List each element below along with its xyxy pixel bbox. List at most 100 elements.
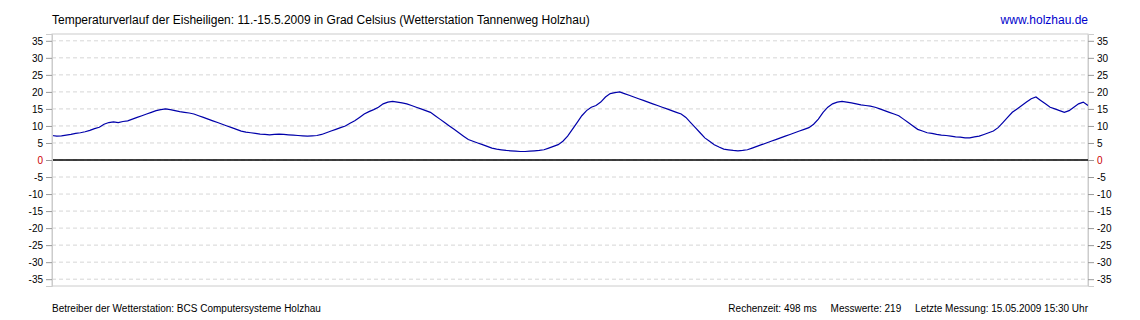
- tick-label: -35: [1097, 274, 1112, 285]
- tick-label: 0: [37, 155, 43, 166]
- tick: -10: [29, 189, 52, 200]
- tick-label: -25: [29, 240, 44, 251]
- tick-mark: [46, 177, 52, 178]
- tick: -10: [1088, 189, 1112, 200]
- tick: -20: [29, 223, 52, 234]
- tick-label: 25: [1097, 70, 1109, 81]
- tick: 30: [32, 53, 52, 64]
- tick-mark: [1088, 92, 1094, 93]
- tick: -35: [1088, 274, 1112, 285]
- tick-mark: [46, 245, 52, 246]
- plot-area: -35 -30 -25 -20 -15 -10 -5 0 5 10 15 20 25 30 35 -35 -30…: [29, 34, 1112, 287]
- right-axis-domain: [1089, 35, 1095, 287]
- tick-mark: [1088, 194, 1094, 195]
- marks: [52, 92, 1088, 160]
- grid-line: [52, 74, 1088, 75]
- tick: -30: [29, 257, 52, 268]
- tick: -35: [29, 274, 52, 285]
- tick-mark: [46, 92, 52, 93]
- grid-line: [52, 194, 1088, 195]
- tick-mark: [46, 228, 52, 229]
- tick: -5: [34, 172, 52, 183]
- tick: 25: [32, 70, 52, 81]
- tick: 5: [1088, 138, 1103, 149]
- tick-mark: [46, 262, 52, 263]
- tick-mark: [1088, 279, 1094, 280]
- tick: -25: [29, 240, 52, 251]
- tick-mark: [1088, 126, 1094, 127]
- grid-line: [52, 142, 1088, 143]
- grid-line: [52, 245, 1088, 246]
- tick: 10: [32, 121, 52, 132]
- tick: 0: [1088, 155, 1103, 166]
- tick-label: 10: [1097, 121, 1109, 132]
- grid-line: [52, 57, 1088, 58]
- grid: [52, 41, 1088, 279]
- tick-mark: [46, 109, 52, 110]
- tick-mark: [1088, 41, 1094, 42]
- tick: 20: [1088, 87, 1109, 98]
- tick: 10: [1088, 121, 1109, 132]
- tick-label: -15: [29, 206, 44, 217]
- tick-label: 35: [1097, 36, 1109, 47]
- grid-line: [52, 228, 1088, 229]
- tick-mark: [46, 194, 52, 195]
- tick-mark: [46, 41, 52, 42]
- title: Temperaturverlauf der Eisheiligen: 11.-1…: [52, 13, 590, 27]
- tick-mark: [1088, 160, 1094, 161]
- tick: 15: [32, 104, 52, 115]
- plot-frame: [52, 34, 1088, 286]
- tick-label: 15: [32, 104, 44, 115]
- tick-mark: [1088, 245, 1094, 246]
- tick-label: -10: [29, 189, 44, 200]
- url-text: www.holzhau.de: [1000, 13, 1089, 27]
- grid-line: [52, 125, 1088, 126]
- tick: -5: [1088, 172, 1106, 183]
- right-axis: -35 -30 -25 -20 -15 -10 -5 0 5 10 15 20 25 30 35: [1088, 35, 1112, 287]
- grid-line: [52, 40, 1088, 41]
- tick: -20: [1088, 223, 1112, 234]
- grid-line: [52, 279, 1088, 280]
- tick: -25: [1088, 240, 1112, 251]
- chart: -35 -30 -25 -20 -15 -10 -5 0 5 10 15 20 25 30 35 -35 -30…: [0, 0, 1140, 320]
- tick: 25: [1088, 70, 1109, 81]
- tick-label: -10: [1097, 189, 1112, 200]
- tick-label: 0: [1097, 155, 1103, 166]
- tick-label: 20: [32, 87, 44, 98]
- tick-mark: [1088, 262, 1094, 263]
- zero-line: [52, 159, 1088, 161]
- tick-label: 10: [32, 121, 44, 132]
- tick: 30: [1088, 53, 1109, 64]
- tick-label: -20: [1097, 223, 1112, 234]
- tick-label: 5: [1097, 138, 1103, 149]
- tick-label: -15: [1097, 206, 1112, 217]
- tick-label: 35: [32, 36, 44, 47]
- tick: -30: [1088, 257, 1112, 268]
- tick: 5: [37, 138, 52, 149]
- tick-label: -5: [1097, 172, 1106, 183]
- tick-mark: [46, 126, 52, 127]
- tick-mark: [46, 279, 52, 280]
- tick: 15: [1088, 104, 1109, 115]
- grid-line: [52, 262, 1088, 263]
- tick-label: 30: [32, 53, 44, 64]
- tick-label: -30: [1097, 257, 1112, 268]
- tick-label: -20: [29, 223, 44, 234]
- tick-label: 5: [37, 138, 43, 149]
- tick-label: -30: [29, 257, 44, 268]
- tick: -15: [29, 206, 52, 217]
- tick-mark: [46, 160, 52, 161]
- tick: 35: [32, 36, 52, 47]
- tick-mark: [1088, 228, 1094, 229]
- left-axis: -35 -30 -25 -20 -15 -10 -5 0 5 10 15 20 25 30 35: [29, 35, 53, 287]
- grid-line: [52, 160, 1088, 161]
- tick-mark: [1088, 58, 1094, 59]
- tick-mark: [46, 143, 52, 144]
- footer-left: Betreiber der Wetterstation: BCS Compute…: [52, 303, 321, 314]
- tick-label: 30: [1097, 53, 1109, 64]
- grid-line: [52, 211, 1088, 212]
- tick-mark: [1088, 75, 1094, 76]
- tick-label: 20: [1097, 87, 1109, 98]
- tick-mark: [46, 58, 52, 59]
- tick-mark: [1088, 177, 1094, 178]
